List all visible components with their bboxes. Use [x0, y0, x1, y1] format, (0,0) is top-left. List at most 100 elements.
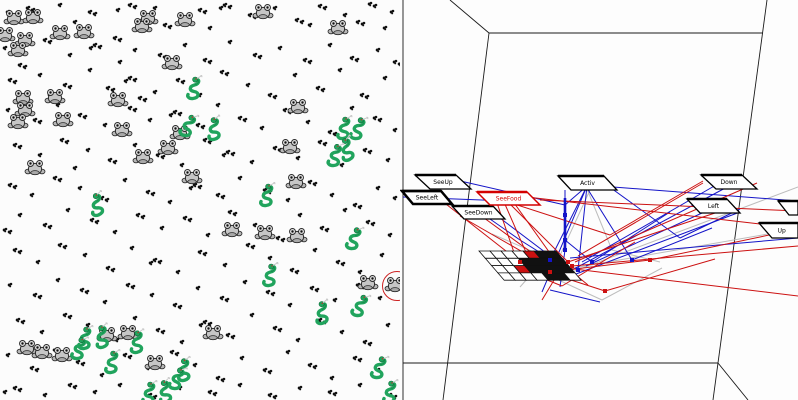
frog-sprite[interactable]: [117, 324, 139, 342]
snake-sprite[interactable]: [123, 327, 147, 357]
fly-sprite: [110, 267, 116, 273]
selection-ring: [382, 271, 400, 301]
frog-sprite[interactable]: [12, 89, 34, 107]
snake-sprite[interactable]: [136, 379, 158, 400]
frog-sprite[interactable]: [49, 24, 71, 42]
fly-sprite: [37, 294, 43, 300]
fly-sprite: [175, 269, 181, 275]
frog-sprite[interactable]: [24, 159, 46, 177]
fly-sprite: [202, 137, 208, 143]
frog-sprite[interactable]: [279, 138, 301, 156]
fly-sprite: [59, 137, 65, 143]
neuron-plate-label: SeeFood: [496, 196, 522, 203]
snake-sprite[interactable]: [181, 74, 203, 102]
weight-node-blue: [563, 238, 567, 242]
frog-sprite[interactable]: [221, 221, 243, 239]
frog-sprite[interactable]: [357, 274, 379, 292]
frog-sprite[interactable]: [157, 139, 179, 157]
frog-sprite[interactable]: [287, 98, 309, 116]
snake-sprite[interactable]: [199, 113, 225, 144]
fly-sprite: [357, 204, 363, 210]
fly-sprite: [317, 3, 323, 9]
fly-sprite: [127, 105, 133, 111]
connection-red: [511, 199, 553, 257]
frog-sprite[interactable]: [3, 9, 25, 27]
neuron-plate-right-partial[interactable]: [776, 200, 798, 216]
network-3d-view[interactable]: SeeUp SeeLeft SeeDown SeeFood Activ Down Left U…: [400, 0, 798, 400]
frog-sprite[interactable]: [202, 324, 224, 342]
world-view[interactable]: [0, 0, 400, 400]
fly-sprite: [174, 351, 180, 357]
frog-sprite[interactable]: [111, 121, 133, 139]
fly-sprite: [132, 107, 138, 113]
fly-sprite: [75, 359, 81, 365]
frog-sprite[interactable]: [107, 91, 129, 109]
frog-sprite[interactable]: [174, 11, 196, 29]
fly-sprite: [267, 92, 273, 98]
frog-sprite[interactable]: [181, 168, 203, 186]
snake-sprite[interactable]: [257, 261, 279, 289]
fly-sprite: [332, 131, 338, 137]
fly-sprite: [17, 212, 23, 218]
frog-sprite[interactable]: [7, 41, 29, 59]
frog-sprite[interactable]: [51, 346, 73, 364]
snake-sprite[interactable]: [377, 378, 399, 400]
fly-sprite: [239, 355, 245, 361]
fly-sprite: [179, 162, 185, 168]
frog-sprite[interactable]: [31, 343, 53, 361]
snake-sprite[interactable]: [161, 363, 188, 394]
frog-sprite[interactable]: [144, 354, 166, 372]
snake-sprite[interactable]: [364, 352, 390, 382]
fly-sprite: [82, 252, 88, 258]
snake-sprite[interactable]: [172, 109, 200, 141]
frog-sprite[interactable]: [286, 227, 308, 245]
weight-node-red: [570, 264, 574, 268]
snake-sprite[interactable]: [339, 223, 365, 253]
fly-sprite: [385, 157, 391, 163]
box-edge: [712, 0, 768, 400]
fly-sprite: [297, 385, 303, 391]
frog-sprite[interactable]: [161, 54, 183, 72]
fly-sprite: [162, 22, 168, 28]
snake-sprite[interactable]: [86, 321, 113, 353]
frog-sprite[interactable]: [327, 19, 349, 37]
frog-sprite[interactable]: [252, 3, 274, 21]
fly-sprite: [12, 184, 18, 190]
fly-sprite: [149, 292, 155, 298]
fly-sprite: [382, 25, 388, 31]
frog-sprite[interactable]: [254, 224, 276, 242]
fly-sprite: [285, 197, 291, 203]
fly-sprite: [320, 87, 326, 93]
frog-sprite[interactable]: [44, 88, 66, 106]
snake-sprite[interactable]: [149, 376, 177, 400]
fly-sprite: [292, 72, 298, 78]
snake-sprite[interactable]: [307, 297, 333, 328]
retina-grid-cell: [563, 272, 583, 281]
snake-sprite[interactable]: [343, 113, 369, 143]
snake-sprite[interactable]: [81, 189, 109, 221]
snake-sprite[interactable]: [254, 181, 276, 209]
fly-sprite: [372, 3, 378, 9]
fly-sprite: [262, 367, 268, 373]
frog-sprite[interactable]: [0, 26, 16, 44]
frog-sprite[interactable]: [22, 8, 44, 26]
fly-sprite: [221, 152, 227, 158]
frog-sprite[interactable]: [132, 148, 154, 166]
frog-sprite[interactable]: [131, 17, 153, 35]
snake-sprite[interactable]: [64, 333, 90, 363]
connection-red: [507, 201, 611, 236]
frog-sprite[interactable]: [73, 23, 95, 41]
snake-sprite[interactable]: [330, 133, 360, 167]
fly-sprite: [172, 109, 178, 115]
frog-sprite[interactable]: [16, 339, 38, 357]
fly-sprite: [157, 52, 163, 58]
frog-sprite[interactable]: [285, 173, 307, 191]
frog-sprite[interactable]: [7, 113, 29, 131]
snake-sprite[interactable]: [99, 348, 121, 376]
snake-sprite[interactable]: [344, 289, 372, 321]
frog-sprite[interactable]: [169, 124, 191, 142]
fly-sprite: [224, 297, 230, 303]
snake-sprite[interactable]: [321, 141, 345, 170]
snake-sprite[interactable]: [331, 114, 353, 142]
frog-sprite[interactable]: [52, 111, 74, 129]
